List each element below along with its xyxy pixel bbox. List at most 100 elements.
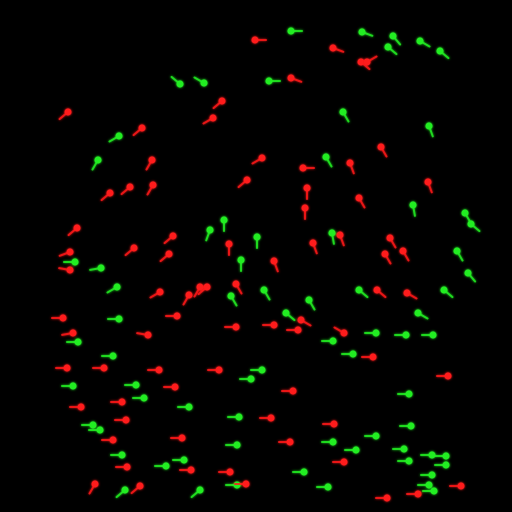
red-particle (424, 178, 433, 194)
red-particle (120, 183, 134, 196)
green-particle (177, 403, 193, 411)
red-particle (278, 438, 294, 446)
particle-head (324, 483, 332, 491)
particle-head (126, 183, 134, 191)
green-particle (81, 421, 97, 429)
particle-head (330, 420, 338, 428)
red-particle (303, 184, 311, 200)
red-particle (309, 239, 318, 255)
red-particle (182, 291, 193, 306)
particle-head (232, 280, 240, 288)
green-particle (282, 309, 296, 322)
green-particle (397, 390, 413, 398)
particle-head (414, 309, 422, 317)
green-particle (467, 220, 481, 233)
particle-head (349, 350, 357, 358)
particle-head (109, 352, 117, 360)
red-particle (207, 366, 223, 374)
particle-head (140, 394, 148, 402)
green-particle (227, 413, 243, 421)
particle-head (138, 124, 146, 132)
red-particle (58, 108, 72, 121)
green-particle (322, 153, 333, 168)
particle-head (206, 226, 214, 234)
green-particle (88, 426, 104, 434)
red-particle (251, 154, 266, 165)
particle-head (428, 451, 436, 459)
green-particle (421, 331, 437, 339)
particle-head (185, 403, 193, 411)
particle-head (372, 329, 380, 337)
particle-head (149, 181, 157, 189)
red-particle (218, 468, 234, 476)
particle-head (405, 390, 413, 398)
particle-head (144, 331, 152, 339)
particle-head (215, 366, 223, 374)
red-particle (449, 482, 465, 490)
green-particle (108, 132, 123, 143)
particle-head (225, 240, 233, 248)
particle-head (209, 114, 217, 122)
green-particle (397, 457, 413, 465)
red-particle (375, 494, 391, 502)
particle-head (403, 289, 411, 297)
red-particle (336, 231, 345, 247)
particle-head (430, 487, 438, 495)
green-particle (328, 229, 336, 245)
particle-head (305, 296, 313, 304)
green-particle (425, 122, 434, 138)
particle-head (340, 458, 348, 466)
green-particle (110, 451, 126, 459)
particle-head (97, 264, 105, 272)
particle-head (106, 189, 114, 197)
particle-head (328, 229, 336, 237)
particle-head (258, 154, 266, 162)
particle-head (287, 27, 295, 35)
green-particle (453, 247, 464, 262)
particle-layer (51, 27, 481, 502)
green-particle (66, 338, 82, 346)
particle-head (71, 258, 79, 266)
green-particle (89, 264, 105, 272)
red-particle (132, 124, 146, 137)
particle-head (301, 204, 309, 212)
particle-head (389, 32, 397, 40)
particle-head (162, 462, 170, 470)
red-particle (363, 55, 378, 66)
particle-head (372, 432, 380, 440)
red-particle (163, 232, 177, 245)
particle-head (358, 28, 366, 36)
particle-head (243, 176, 251, 184)
red-particle (286, 326, 302, 334)
particle-head (220, 216, 228, 224)
red-particle (322, 420, 338, 428)
green-particle (227, 292, 238, 307)
particle-head (69, 382, 77, 390)
green-particle (416, 37, 431, 48)
red-particle (92, 364, 108, 372)
red-particle (357, 58, 371, 71)
green-particle (106, 283, 121, 294)
green-particle (399, 422, 415, 430)
particle-head (96, 426, 104, 434)
particle-head (300, 468, 308, 476)
particle-head (467, 220, 475, 228)
particle-head (233, 441, 241, 449)
particle-head (355, 286, 363, 294)
green-particle (358, 28, 374, 37)
particle-head (425, 481, 433, 489)
particle-head (237, 256, 245, 264)
particle-head (227, 292, 235, 300)
particle-head (270, 321, 278, 329)
particle-head (363, 58, 371, 66)
particle-head (165, 250, 173, 258)
red-particle (355, 194, 366, 209)
particle-head (123, 463, 131, 471)
particle-head (218, 97, 226, 105)
particle-head (453, 247, 461, 255)
particle-head (265, 77, 273, 85)
particle-head (402, 331, 410, 339)
particle-head (73, 224, 81, 232)
